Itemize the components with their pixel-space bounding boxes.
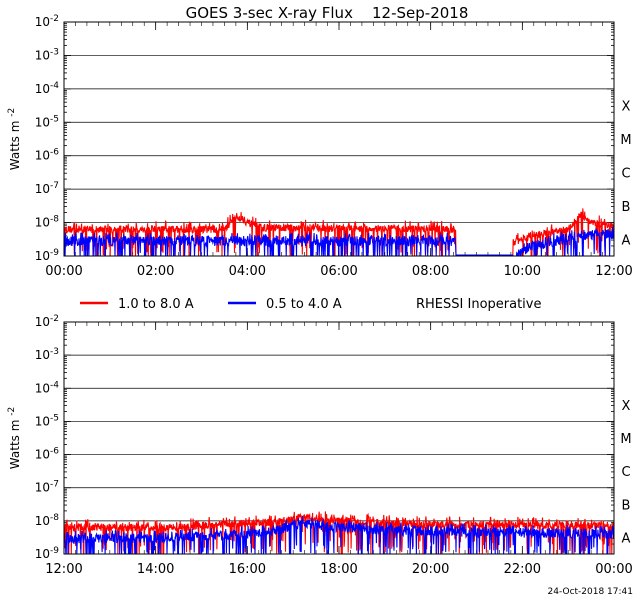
bottom-y-tick-label: 10-5 bbox=[35, 413, 59, 428]
top-x-tick-label: 12:00 bbox=[595, 264, 632, 279]
panel-top: 10-2 10-3 10-4 10-5 10-6 10-7 10-8 10-9 Watts m … bbox=[7, 14, 633, 279]
top-y-axis-label: Watts m -2 bbox=[7, 108, 22, 170]
top-y-tick-label: 10-2 bbox=[35, 14, 59, 29]
top-plot-frame bbox=[63, 21, 615, 257]
rhessi-note: RHESSI Inoperative bbox=[416, 297, 541, 312]
panel-bottom: 10-2 10-3 10-4 10-5 10-6 10-7 10-8 10-9 Watts m … bbox=[7, 314, 633, 577]
bottom-y-tick-label: 10-7 bbox=[35, 480, 59, 495]
top-x-tick-label: 00:00 bbox=[45, 264, 82, 279]
legend-label-short: 0.5 to 4.0 A bbox=[266, 297, 342, 312]
bottom-x-tick-label: 12:00 bbox=[45, 562, 82, 577]
top-y-tick-label: 10-6 bbox=[35, 148, 60, 163]
top-flare-class-label: X bbox=[622, 100, 631, 115]
bottom-flare-class-label: C bbox=[621, 465, 630, 480]
top-flare-class-label: B bbox=[622, 200, 631, 215]
bottom-y-axis-label: Watts m -2 bbox=[7, 407, 22, 469]
top-y-tick-label: 10-3 bbox=[35, 47, 59, 62]
bottom-y-tick-label: 10-4 bbox=[35, 380, 60, 395]
top-x-tick-label: 08:00 bbox=[412, 264, 449, 279]
timestamp: 24-Oct-2018 17:41 bbox=[548, 587, 633, 597]
bottom-flare-class-label: A bbox=[622, 531, 631, 546]
bottom-y-tick-label: 10-2 bbox=[35, 314, 59, 329]
bottom-x-tick-label: 00:00 bbox=[595, 562, 632, 577]
bottom-x-tick-label: 14:00 bbox=[137, 562, 174, 577]
bottom-y-tick-label: 10-3 bbox=[35, 347, 59, 362]
bottom-y-tick-label: 10-9 bbox=[35, 546, 60, 561]
bottom-series-short bbox=[64, 515, 614, 554]
top-y-tick-label: 10-4 bbox=[35, 81, 60, 96]
top-series-long bbox=[64, 208, 614, 256]
bottom-x-tick-label: 22:00 bbox=[504, 562, 541, 577]
bottom-x-tick-label: 18:00 bbox=[320, 562, 357, 577]
top-x-tick-label: 10:00 bbox=[504, 264, 541, 279]
bottom-series-long bbox=[64, 511, 614, 554]
top-y-tick-label: 10-8 bbox=[35, 215, 60, 230]
chart-title: GOES 3-sec X-ray Flux 12-Sep-2018 bbox=[186, 4, 469, 22]
bottom-flare-class-label: X bbox=[622, 399, 631, 414]
bottom-x-tick-label: 16:00 bbox=[229, 562, 266, 577]
bottom-y-tick-label: 10-6 bbox=[35, 447, 60, 462]
top-flare-class-label: C bbox=[621, 166, 630, 181]
legend-label-long: 1.0 to 8.0 A bbox=[118, 297, 194, 312]
top-x-tick-label: 06:00 bbox=[320, 264, 357, 279]
bottom-flare-class-label: B bbox=[622, 498, 631, 513]
legend: 1.0 to 8.0 A 0.5 to 4.0 A RHESSI Inopera… bbox=[80, 297, 541, 312]
top-y-tick-label: 10-5 bbox=[35, 114, 59, 129]
top-x-tick-label: 02:00 bbox=[137, 264, 174, 279]
top-flare-class-label: A bbox=[622, 233, 631, 248]
top-flare-class-label: M bbox=[620, 133, 631, 148]
top-series-short bbox=[64, 227, 614, 256]
bottom-y-tick-label: 10-8 bbox=[35, 513, 60, 528]
bottom-x-tick-label: 20:00 bbox=[412, 562, 449, 577]
top-y-tick-label: 10-7 bbox=[35, 181, 59, 196]
bottom-flare-class-label: M bbox=[620, 432, 631, 447]
top-y-tick-label: 10-9 bbox=[35, 248, 60, 263]
bottom-plot-frame bbox=[63, 321, 615, 555]
top-x-tick-label: 04:00 bbox=[229, 264, 266, 279]
